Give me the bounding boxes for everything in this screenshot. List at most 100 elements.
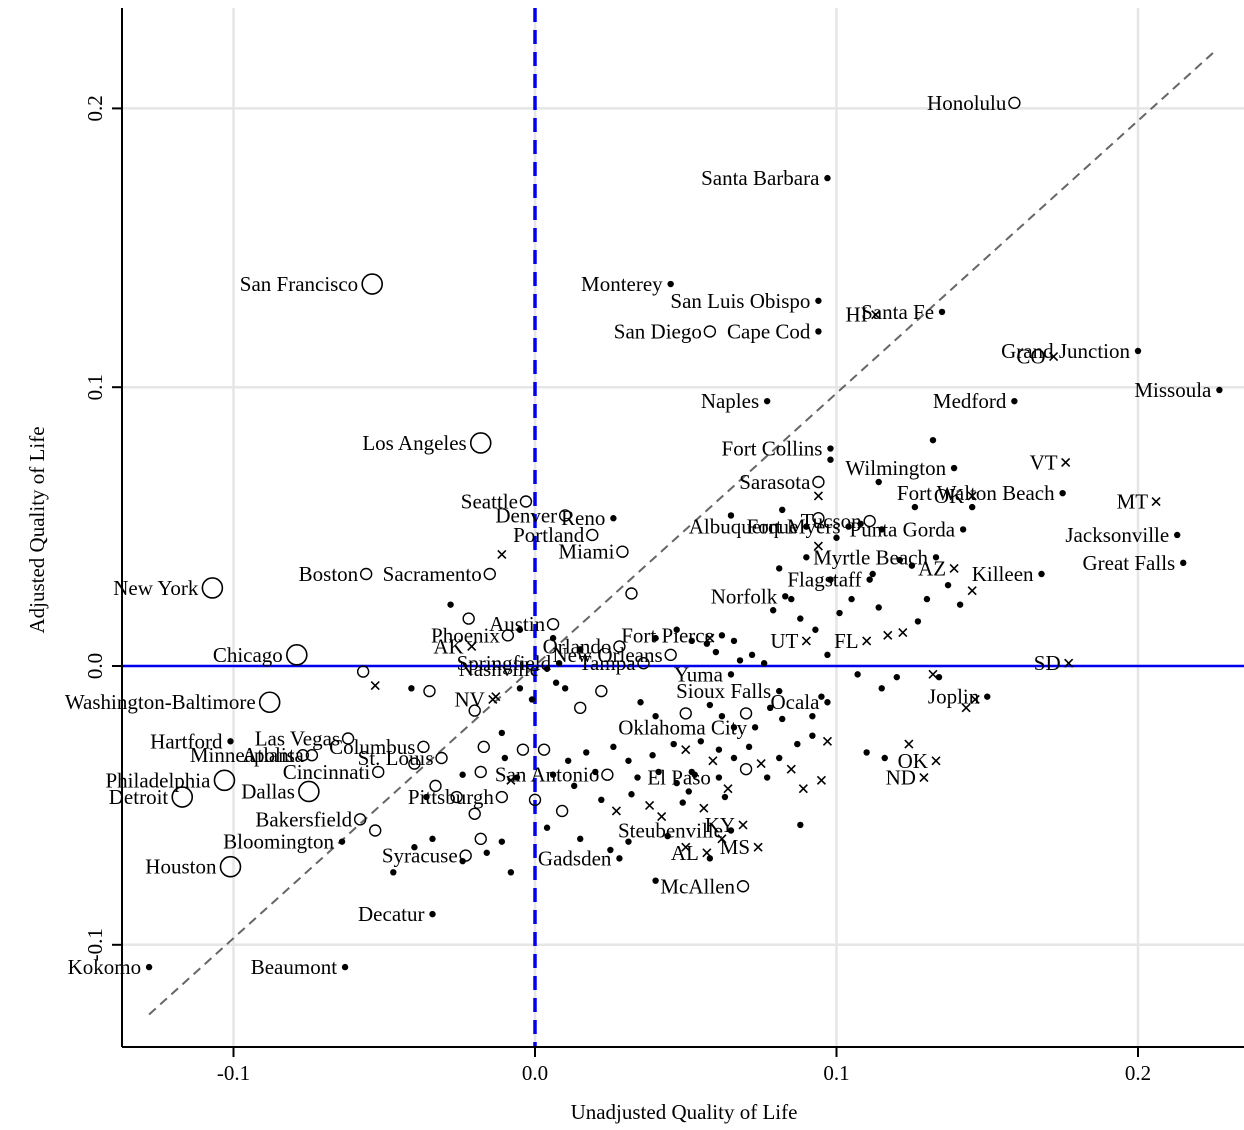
dot-marker <box>583 749 590 756</box>
point-label: Orlando <box>543 634 612 658</box>
dot-marker <box>950 464 958 472</box>
dot-marker <box>727 827 735 834</box>
dot-marker <box>697 738 705 745</box>
dot-marker <box>763 774 771 781</box>
circle-marker <box>501 629 515 642</box>
dot-marker <box>893 673 900 681</box>
dot-marker <box>513 774 521 781</box>
circle-marker <box>468 807 481 820</box>
cross-marker <box>717 834 727 844</box>
cross-marker <box>738 820 748 830</box>
cross-marker <box>798 784 808 794</box>
dot-marker <box>769 607 777 614</box>
dot-marker <box>628 791 635 798</box>
point-label: Atlanta <box>242 743 304 767</box>
dot-marker <box>679 799 686 806</box>
y-tick-label: 0.2 <box>83 95 107 121</box>
dot-marker <box>145 963 153 971</box>
point-label: New Orleans <box>552 643 662 667</box>
cross-marker <box>801 636 811 646</box>
dot-marker <box>498 838 506 845</box>
circle-marker <box>477 740 490 754</box>
circle-marker <box>353 813 367 826</box>
cross-marker <box>970 694 980 705</box>
point-label: Beaumont <box>251 955 337 979</box>
circle-marker <box>625 587 638 600</box>
circle-marker <box>417 740 430 754</box>
dot-marker <box>751 724 759 731</box>
dot-marker <box>875 604 882 611</box>
dot-marker <box>809 732 816 739</box>
point-label: Dallas <box>241 779 295 803</box>
point-label: Yuma <box>674 662 724 686</box>
point-label: AL <box>671 841 699 865</box>
point-label: Kokomo <box>68 955 142 979</box>
circle-marker <box>474 832 487 846</box>
dot-marker <box>730 637 738 645</box>
circle-marker <box>537 743 551 756</box>
dot-marker <box>984 693 991 700</box>
cross-marker <box>1061 457 1071 468</box>
dot-marker <box>390 869 397 876</box>
dot-marker <box>748 651 756 659</box>
point-label: Fort Walton Beach <box>897 481 1055 505</box>
circle-marker <box>601 768 614 781</box>
cross-marker <box>645 800 655 810</box>
dot-marker <box>610 515 617 522</box>
cross-marker <box>657 811 667 822</box>
dot-marker <box>827 445 834 452</box>
circle-marker <box>516 743 530 756</box>
point-label: El Paso <box>647 766 711 790</box>
point-labels: Honolulu Santa Barbara San Francisco Monter… <box>65 91 1212 979</box>
dot-marker <box>501 754 509 762</box>
dot-marker <box>878 685 885 692</box>
circle-marker <box>616 545 629 558</box>
y-tick-label: 0.0 <box>83 653 107 679</box>
dot-marker <box>875 478 882 486</box>
point-label: Medford <box>933 389 1007 413</box>
large-circle-marker <box>258 691 281 714</box>
circle-marker <box>408 757 421 770</box>
dot-marker <box>766 704 774 712</box>
point-label: Naples <box>701 389 759 413</box>
point-label: Nashville <box>459 657 539 681</box>
point-label: Washington-Baltimore <box>65 690 256 714</box>
dot-marker <box>338 838 346 845</box>
point-label: OK <box>934 484 964 508</box>
large-circle-marker <box>171 786 194 808</box>
point-label: Reno <box>561 506 605 530</box>
dot-marker <box>763 397 771 405</box>
cross-marker <box>723 784 733 794</box>
point-label: FL <box>834 629 859 653</box>
point-label: Sioux Falls <box>676 679 771 703</box>
cross-marker <box>708 756 718 766</box>
dot-marker <box>564 757 572 764</box>
dot-marker <box>803 523 810 530</box>
dot-marker <box>779 506 786 514</box>
point-label: Punta Gorda <box>850 517 956 541</box>
circle-marker <box>450 790 463 804</box>
dot-marker <box>549 634 557 642</box>
x-tick-label: 0.2 <box>1125 1061 1151 1085</box>
dot-marker <box>483 849 490 856</box>
dot-marker <box>429 910 436 918</box>
point-label: Norfolk <box>711 584 778 608</box>
point-label: MS <box>720 835 750 859</box>
dot-marker <box>507 869 515 876</box>
circle-marker <box>1008 96 1021 110</box>
point-label: Oklahoma City <box>618 715 747 739</box>
cross-marker <box>786 764 796 774</box>
cross-marker <box>756 759 766 769</box>
large-circle-marker <box>201 577 224 599</box>
cross-marker <box>813 541 823 551</box>
circle-marker <box>586 528 599 542</box>
dot-marker <box>745 743 753 751</box>
cross-marker <box>488 694 498 705</box>
large-circle-marker <box>219 855 242 878</box>
dot-marker <box>827 576 834 583</box>
point-label: Monterey <box>581 272 663 296</box>
dot-marker <box>552 679 560 686</box>
dot-marker <box>673 779 680 787</box>
dot-marker <box>543 824 551 831</box>
dot-marker <box>824 651 831 659</box>
